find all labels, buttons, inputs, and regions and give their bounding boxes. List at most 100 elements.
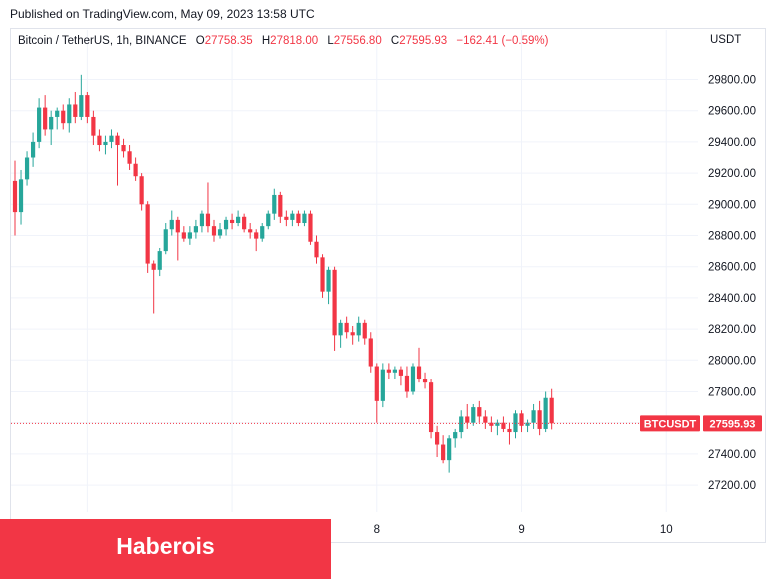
candle-body: [278, 194, 283, 217]
candle-body: [284, 216, 289, 220]
last-price-tag-text: 27595.93: [710, 418, 756, 430]
y-tick-label: 29000.00: [708, 199, 756, 211]
legend-instrument: Bitcoin / TetherUS, 1h, BINANCE: [18, 35, 187, 47]
y-tick-label: 29800.00: [708, 75, 756, 87]
y-tick-label: 28200.00: [708, 324, 756, 336]
last-price-tag: [703, 415, 762, 432]
candle-body: [163, 229, 168, 252]
candle-body: [266, 213, 271, 227]
candle-body: [43, 107, 48, 130]
candle-body: [459, 416, 464, 433]
candle-body: [356, 322, 361, 336]
symbol-tag: [640, 415, 700, 432]
candle-body: [151, 263, 156, 270]
legend-open-key: O: [195, 35, 205, 47]
candle-body: [73, 104, 78, 117]
x-tick-label: 9: [518, 524, 524, 536]
candle-body: [422, 379, 428, 383]
candle-body: [531, 410, 536, 423]
candle-body: [507, 428, 512, 433]
candle-body: [260, 226, 265, 239]
candle-body: [332, 269, 337, 336]
candle-body: [338, 322, 343, 336]
candle-body: [477, 407, 482, 417]
legend-high-value: 27818.00: [270, 35, 319, 47]
candle-body: [242, 216, 247, 230]
currency-label[interactable]: USDT: [710, 34, 742, 46]
candle-body: [211, 226, 217, 236]
candle-body: [223, 219, 229, 230]
x-tick-label: 8: [374, 524, 380, 536]
candle-body: [85, 95, 90, 117]
candle-body: [24, 157, 30, 180]
y-tick-label: 28800.00: [708, 231, 756, 243]
candle-body: [187, 232, 192, 239]
published-caption: Published on TradingView.com, May 09, 20…: [10, 7, 315, 21]
candle-body: [97, 135, 102, 146]
y-tick-label: 28400.00: [708, 293, 756, 305]
candle-body: [368, 338, 373, 367]
legend-high-key: H: [261, 35, 271, 47]
candle-body: [193, 226, 198, 233]
candle-body: [229, 219, 235, 224]
y-tick-label: 29600.00: [708, 106, 756, 118]
candle-body: [374, 366, 379, 401]
candle-body: [344, 322, 349, 333]
legend-low-value: 27556.80: [333, 35, 382, 47]
legend-low-key: L: [327, 35, 334, 47]
candle-body: [103, 141, 108, 146]
candle-body: [362, 322, 367, 339]
candle-body: [537, 410, 542, 429]
candle-body: [290, 213, 295, 220]
candle-body: [248, 229, 253, 233]
candle-body: [549, 397, 554, 424]
candle-body: [398, 369, 404, 376]
chart-legend: Bitcoin / TetherUS, 1h, BINANCE O27758.3…: [18, 35, 548, 47]
candle-body: [471, 407, 476, 423]
candle-body: [350, 332, 355, 336]
candle-body: [483, 416, 488, 423]
candle-body: [55, 110, 60, 117]
candle-body: [501, 422, 506, 429]
x-tick-label: 10: [660, 524, 673, 536]
candle-body: [18, 179, 24, 213]
candle-body: [410, 366, 416, 392]
y-tick-label: 27400.00: [708, 449, 756, 461]
candle-body: [314, 241, 319, 258]
candle-body: [513, 413, 518, 433]
candle-body: [133, 163, 138, 177]
candle-body: [91, 116, 96, 136]
legend-close-value: 27595.93: [399, 35, 448, 47]
candle-body: [127, 151, 132, 164]
candle-body: [181, 232, 186, 239]
candle-body: [49, 116, 54, 130]
candle-body: [217, 229, 223, 236]
candle-body: [175, 219, 180, 233]
chart-frame: [10, 28, 766, 543]
candle-body: [453, 432, 458, 439]
candle-body: [392, 369, 397, 373]
candle-body: [37, 107, 42, 142]
candle-body: [157, 251, 162, 270]
candle-body: [302, 213, 307, 224]
candle-body: [525, 422, 530, 426]
candle-body: [326, 269, 331, 292]
y-tick-label: 29400.00: [708, 137, 756, 149]
candle-body: [115, 135, 120, 146]
candle-body: [296, 213, 301, 224]
candle-body: [236, 216, 241, 224]
y-tick-label: 27200.00: [708, 480, 756, 492]
candle-body: [145, 204, 150, 264]
y-tick-label: 29200.00: [708, 168, 756, 180]
candle-body: [30, 141, 36, 158]
candle-body: [404, 375, 410, 392]
candle-body: [435, 432, 440, 445]
legend-change: −162.41 (−0.59%): [456, 35, 549, 47]
candle-body: [543, 397, 548, 429]
y-tick-label: 28000.00: [708, 355, 756, 367]
candle-body: [205, 213, 211, 227]
candle-body: [465, 416, 470, 423]
candle-body: [489, 422, 494, 426]
candle-body: [416, 366, 422, 380]
